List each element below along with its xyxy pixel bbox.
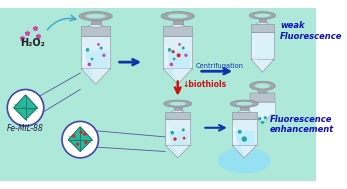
Circle shape [238, 130, 242, 134]
Ellipse shape [86, 14, 106, 18]
Ellipse shape [255, 14, 270, 17]
Ellipse shape [255, 83, 270, 88]
FancyBboxPatch shape [83, 46, 86, 65]
Circle shape [91, 58, 93, 60]
Text: Fluorescence
enhancement: Fluorescence enhancement [270, 115, 334, 134]
Ellipse shape [238, 111, 251, 112]
Polygon shape [250, 102, 275, 124]
Circle shape [178, 43, 181, 46]
Circle shape [182, 46, 185, 50]
Ellipse shape [249, 12, 276, 19]
Ellipse shape [230, 100, 258, 107]
Ellipse shape [250, 81, 275, 90]
Ellipse shape [218, 148, 271, 173]
Circle shape [83, 132, 86, 136]
Circle shape [182, 128, 185, 132]
Ellipse shape [169, 102, 186, 105]
Circle shape [264, 116, 267, 119]
FancyBboxPatch shape [167, 127, 170, 143]
Circle shape [72, 134, 76, 138]
Polygon shape [164, 51, 191, 82]
Ellipse shape [168, 14, 188, 18]
FancyBboxPatch shape [252, 40, 255, 57]
Ellipse shape [161, 12, 194, 21]
FancyBboxPatch shape [259, 15, 266, 24]
FancyBboxPatch shape [0, 8, 316, 181]
Polygon shape [14, 95, 37, 120]
Ellipse shape [88, 25, 103, 27]
Circle shape [183, 137, 186, 139]
Circle shape [7, 89, 44, 126]
FancyBboxPatch shape [164, 46, 168, 65]
Circle shape [258, 117, 261, 120]
Text: H₂O₂: H₂O₂ [20, 38, 45, 48]
FancyBboxPatch shape [163, 36, 192, 69]
Circle shape [184, 54, 188, 57]
FancyBboxPatch shape [166, 112, 190, 119]
Polygon shape [68, 127, 92, 151]
Circle shape [76, 143, 79, 146]
Polygon shape [233, 131, 255, 156]
Text: weak
Fluorescence: weak Fluorescence [280, 21, 342, 40]
FancyBboxPatch shape [163, 26, 192, 36]
FancyBboxPatch shape [91, 16, 101, 26]
Ellipse shape [164, 100, 192, 107]
FancyBboxPatch shape [251, 32, 274, 59]
FancyBboxPatch shape [232, 119, 256, 145]
Circle shape [242, 136, 247, 142]
FancyBboxPatch shape [240, 104, 248, 112]
Circle shape [168, 48, 171, 52]
Text: Centrifugation: Centrifugation [196, 63, 244, 69]
Text: Fe-MIL-88: Fe-MIL-88 [7, 123, 44, 132]
Circle shape [87, 63, 91, 66]
Ellipse shape [79, 12, 112, 21]
Circle shape [102, 54, 105, 57]
Polygon shape [81, 69, 110, 84]
Polygon shape [83, 51, 109, 82]
Circle shape [177, 53, 181, 57]
Ellipse shape [170, 25, 185, 27]
Circle shape [84, 141, 87, 144]
Circle shape [172, 50, 175, 53]
Circle shape [173, 58, 176, 60]
Ellipse shape [236, 102, 253, 105]
Ellipse shape [257, 22, 268, 25]
FancyBboxPatch shape [258, 86, 267, 93]
Text: ↓biothiols: ↓biothiols [182, 80, 227, 89]
Polygon shape [166, 145, 190, 158]
Circle shape [174, 137, 177, 141]
Circle shape [79, 131, 83, 134]
Polygon shape [232, 145, 256, 158]
Polygon shape [252, 44, 273, 70]
FancyBboxPatch shape [173, 16, 183, 26]
FancyBboxPatch shape [166, 119, 190, 145]
FancyBboxPatch shape [81, 36, 110, 69]
Circle shape [97, 43, 100, 46]
Circle shape [100, 46, 103, 50]
Polygon shape [163, 69, 192, 84]
FancyBboxPatch shape [232, 112, 256, 119]
Polygon shape [251, 59, 274, 72]
FancyBboxPatch shape [81, 26, 110, 36]
Circle shape [170, 63, 173, 66]
Circle shape [86, 48, 89, 52]
Circle shape [62, 121, 99, 158]
FancyBboxPatch shape [174, 104, 182, 112]
Circle shape [170, 131, 174, 135]
FancyBboxPatch shape [250, 93, 275, 102]
Ellipse shape [172, 111, 184, 112]
FancyBboxPatch shape [233, 127, 236, 143]
Circle shape [261, 121, 264, 124]
FancyBboxPatch shape [251, 24, 274, 32]
Polygon shape [167, 131, 189, 156]
